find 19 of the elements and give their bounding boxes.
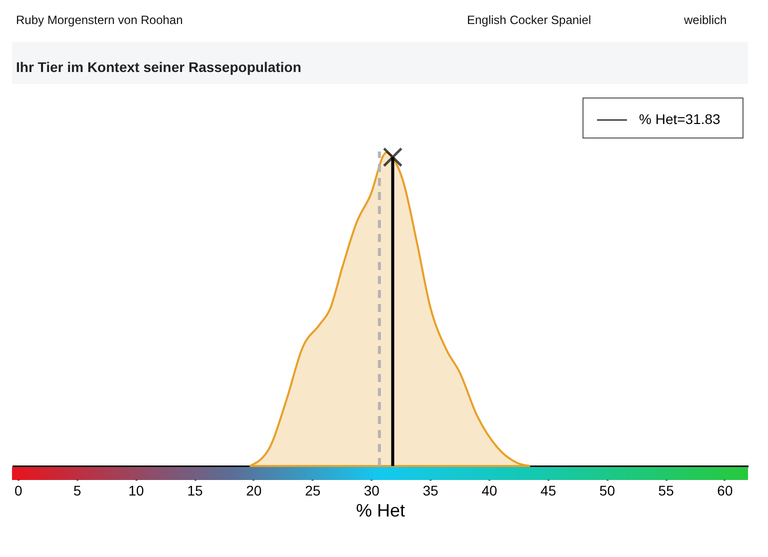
x-tick-label: 5 [73, 482, 82, 498]
text: Ruby Morgenstern von Roohan [16, 13, 183, 27]
text: English Cocker Spaniel [467, 13, 592, 27]
x-tick-label: 40 [482, 482, 498, 498]
x-tick-label: 0 [14, 482, 22, 498]
x-tick-label: 10 [128, 482, 144, 498]
x-tick-label: 20 [246, 482, 262, 498]
x-tick-label: 45 [540, 482, 556, 498]
x-tick-label: 15 [187, 482, 204, 498]
x-tick-label: 30 [364, 482, 380, 498]
x-axis-title: % Het [356, 500, 406, 520]
x-tick-label: 35 [422, 482, 439, 498]
x-tick-label: 50 [599, 482, 616, 498]
text: weiblich [683, 13, 727, 27]
x-tick-label: 60 [717, 482, 733, 498]
x-tick-label: 25 [305, 482, 321, 498]
legend-label: % Het=31.83 [639, 111, 721, 127]
x-tick-label: 55 [658, 482, 674, 498]
chart-title: Ihr Tier im Kontext seiner Rassepopulation [16, 59, 302, 75]
